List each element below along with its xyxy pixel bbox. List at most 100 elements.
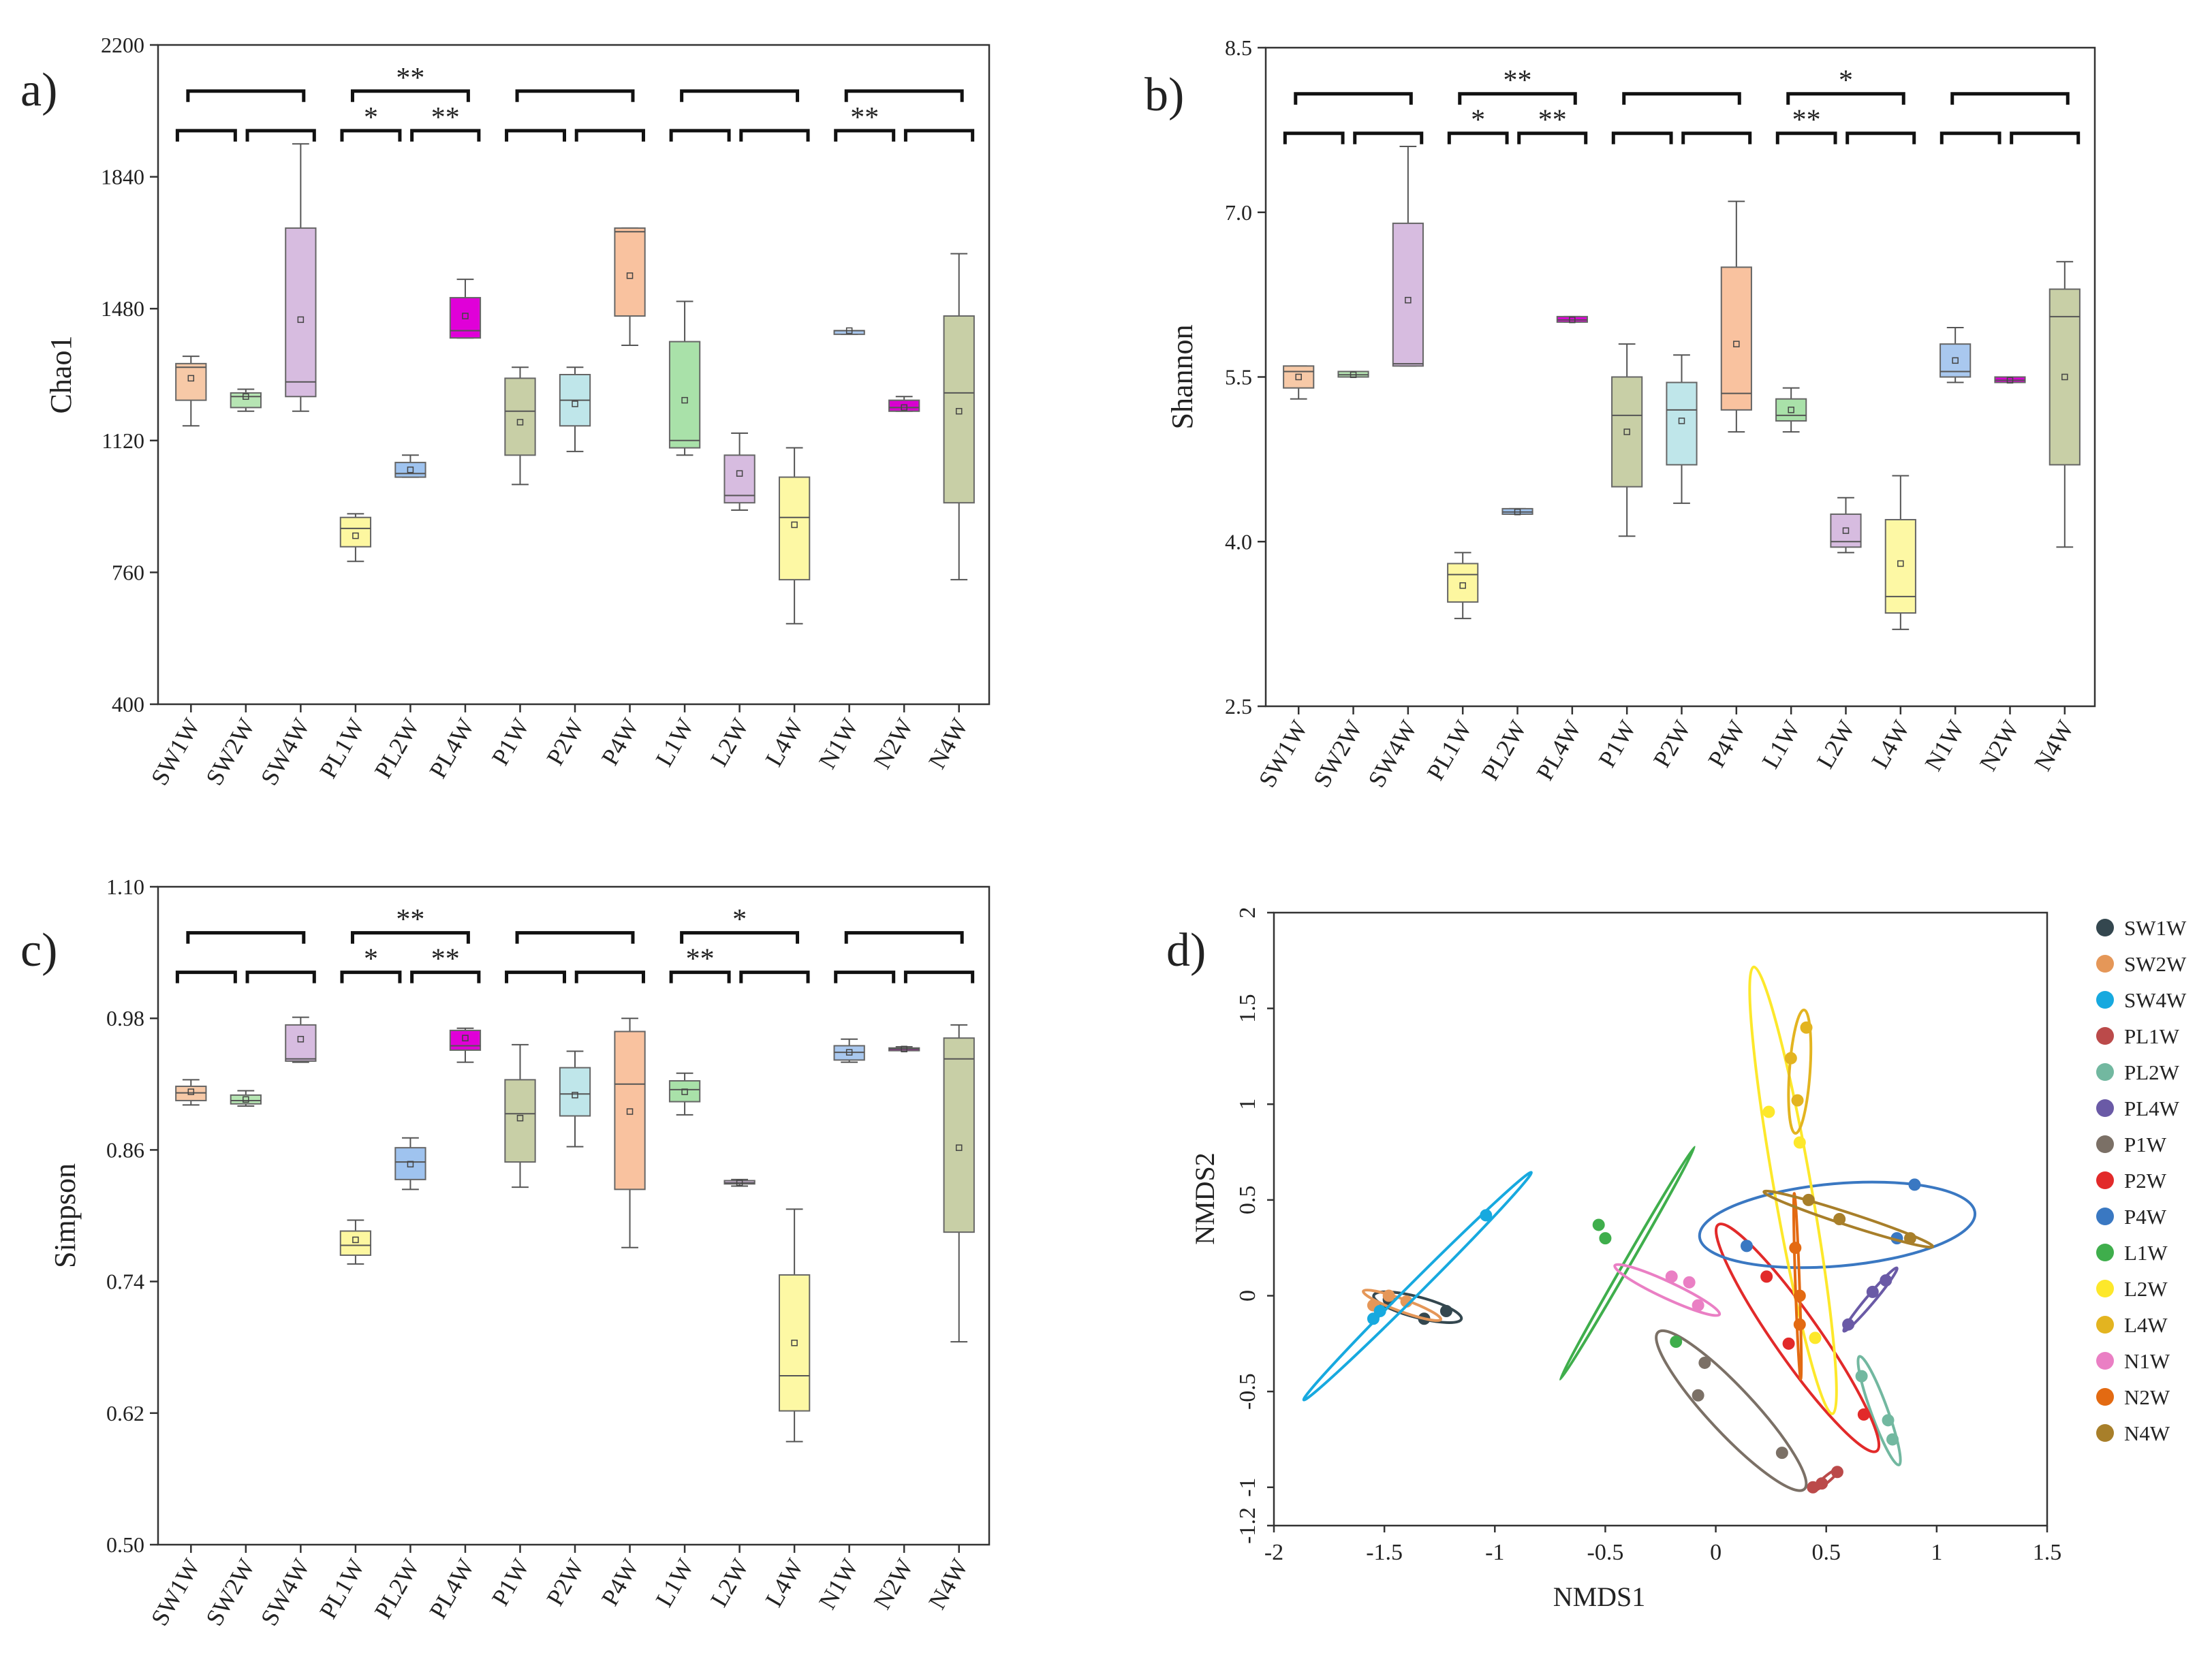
x-tick-label: PL1W xyxy=(314,714,370,783)
mean-marker xyxy=(1897,560,1904,567)
legend-label: PL1W xyxy=(2124,1024,2180,1048)
x-tick-label: P1W xyxy=(486,714,535,770)
box-body xyxy=(1392,222,1424,367)
x-tick-label: PL2W xyxy=(369,714,425,783)
box-body xyxy=(449,1029,482,1051)
box-body xyxy=(230,392,262,409)
legend-item-N2W: N2W xyxy=(2096,1385,2170,1409)
mean-marker xyxy=(626,272,634,279)
data-point xyxy=(1784,1052,1797,1065)
box-body xyxy=(339,1230,372,1256)
y-tick-label: 1480 xyxy=(101,296,144,321)
box-body xyxy=(285,227,317,398)
series-PL2W xyxy=(1855,1355,1902,1467)
y-tick-label: 8.5 xyxy=(1225,35,1252,60)
significance-bracket xyxy=(834,971,896,983)
box-P2W xyxy=(1666,354,1698,504)
significance-bracket xyxy=(903,971,975,983)
box-P1W xyxy=(1611,343,1643,537)
bracket-line xyxy=(410,971,481,983)
legend-label: PL4W xyxy=(2124,1097,2180,1120)
y-axis-label: Chao1 xyxy=(44,336,78,414)
box-body xyxy=(394,1147,426,1180)
box-body xyxy=(778,476,811,581)
bracket-line xyxy=(1458,92,1577,105)
significance-bracket xyxy=(505,129,567,142)
x-axis-label: NMDS1 xyxy=(1553,1581,1646,1612)
y-tick-label: 0.98 xyxy=(106,1006,144,1030)
y-tick-label: 1.5 xyxy=(1235,994,1260,1023)
significance-label: * xyxy=(364,944,378,975)
box-body xyxy=(2049,288,2081,466)
mean-marker xyxy=(243,393,249,400)
box-body xyxy=(1720,266,1752,411)
box-P4W xyxy=(614,1018,646,1248)
data-point xyxy=(1760,1270,1773,1283)
significance-bracket: ** xyxy=(410,944,481,983)
panel-chao1: a) 400 760 1120 1480 1840 2200 Chao1 SW1WSW2WSW4… xyxy=(20,33,991,790)
legend-item-PL4W: PL4W xyxy=(2096,1097,2180,1120)
legend-item-P2W: P2W xyxy=(2096,1169,2167,1193)
box-PL4W xyxy=(1556,315,1588,324)
box-body xyxy=(504,377,536,456)
x-tick-label: L2W xyxy=(705,714,754,771)
legend-label: PL2W xyxy=(2124,1060,2180,1084)
box-N2W xyxy=(1994,376,2026,384)
box-body xyxy=(888,399,920,412)
x-tick-label: -0.5 xyxy=(1587,1540,1624,1565)
bracket-line xyxy=(1775,131,1837,144)
significance-label: * xyxy=(1839,65,1853,97)
box-body xyxy=(943,315,975,504)
bracket-line xyxy=(350,89,470,102)
mean-marker xyxy=(2061,373,2068,381)
legend-label: P4W xyxy=(2124,1205,2167,1229)
legend-marker xyxy=(2096,1388,2114,1406)
x-tick-label: N4W xyxy=(923,714,973,774)
box-PL2W xyxy=(394,1137,426,1191)
x-tick-label: P2W xyxy=(541,1554,589,1610)
x-tick-label: SW1W xyxy=(1253,716,1313,792)
data-point xyxy=(1816,1477,1828,1490)
box-P2W xyxy=(559,366,591,452)
legend-label: SW1W xyxy=(2124,916,2187,940)
mean-marker xyxy=(681,1088,688,1095)
bracket-line xyxy=(350,931,470,944)
legend-item-SW4W: SW4W xyxy=(2096,988,2187,1012)
data-point xyxy=(1880,1274,1892,1287)
box-L1W xyxy=(1775,387,1807,433)
confidence-ellipse xyxy=(1715,1223,1881,1453)
significance-bracket xyxy=(515,89,635,102)
box-SW4W xyxy=(285,143,317,412)
x-tick-label: N4W xyxy=(2029,716,2079,776)
x-tick-label: L2W xyxy=(1811,716,1860,773)
x-tick-label: SW2W xyxy=(200,714,260,790)
mean-marker xyxy=(791,1340,798,1346)
mean-marker xyxy=(462,1035,469,1041)
significance-bracket: ** xyxy=(1517,105,1588,144)
series-L1W xyxy=(1559,1146,1696,1381)
significance-bracket xyxy=(574,129,645,142)
box-body xyxy=(614,227,646,317)
bracket-line xyxy=(1283,131,1345,144)
box-body xyxy=(285,1024,317,1062)
mean-marker xyxy=(901,404,907,411)
confidence-ellipse xyxy=(1842,1266,1899,1333)
mean-marker xyxy=(845,1049,853,1056)
box-P1W xyxy=(504,1043,536,1188)
data-point xyxy=(1740,1240,1753,1252)
significance-bracket xyxy=(574,971,645,983)
box-N4W xyxy=(943,253,975,581)
plot-frame xyxy=(157,885,991,1546)
x-tick-label: PL2W xyxy=(1476,716,1532,785)
legend-marker xyxy=(2096,1099,2114,1117)
data-point xyxy=(1692,1389,1704,1402)
series-P2W xyxy=(1715,1223,1881,1453)
significance-bracket xyxy=(1940,131,2001,144)
plot-frame xyxy=(157,44,991,706)
mean-marker xyxy=(352,1236,359,1244)
series-N1W xyxy=(1613,1263,1722,1317)
y-tick-label: 0.86 xyxy=(106,1137,144,1162)
legend-label: P1W xyxy=(2124,1133,2167,1156)
legend-marker xyxy=(2096,1424,2114,1442)
mean-marker xyxy=(1514,508,1521,516)
